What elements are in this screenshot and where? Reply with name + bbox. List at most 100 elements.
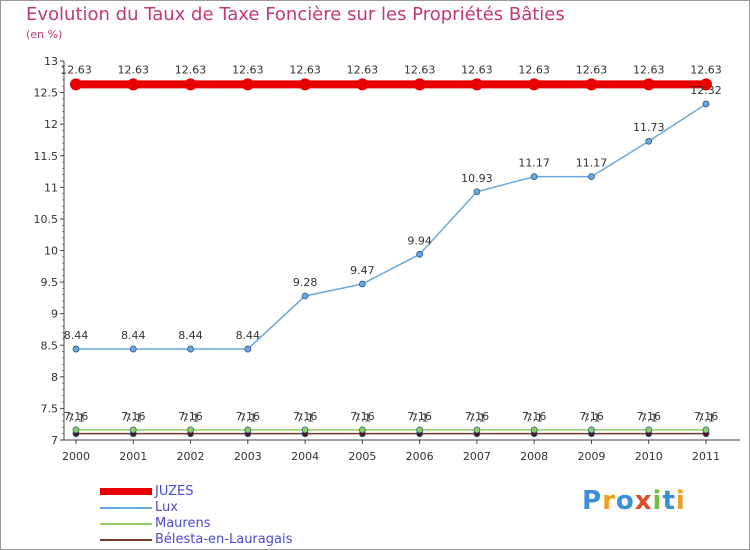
data-label-b-lesta-en-lauragais: 7.1 [125,412,143,425]
data-label-b-lesta-en-lauragais: 7.1 [296,412,314,425]
logo-letter: i [675,486,686,516]
point-maurens [702,426,710,434]
point-lux [358,280,366,288]
data-label-juzes: 12.63 [175,63,207,76]
data-label-b-lesta-en-lauragais: 7.1 [583,412,601,425]
x-tick-label: 2008 [520,450,548,463]
data-label-maurens: 7.16 [407,410,432,423]
data-label-b-lesta-en-lauragais: 7.1 [697,412,715,425]
point-juzes [127,78,140,91]
data-label-juzes: 12.63 [118,63,150,76]
point-juzes [700,78,712,91]
x-tick-label: 2002 [177,450,205,463]
series-line-lux [76,103,707,350]
data-label-maurens: 7.16 [121,410,146,423]
logo-letter: r [602,486,616,516]
point-maurens [244,426,252,434]
logo-letter: P [582,486,603,516]
point-maurens [301,426,309,434]
legend-swatch-belesta [100,539,152,541]
data-label-maurens: 7.16 [465,410,490,423]
point-lux [244,345,252,353]
x-tick-label: 2001 [119,450,147,463]
data-label-maurens: 7.16 [694,410,719,423]
point-lux [530,173,538,180]
point-maurens [473,426,481,434]
chart-unit: (en %) [26,28,63,41]
data-label-b-lesta-en-lauragais: 7.1 [640,412,658,425]
data-label-juzes: 12.63 [347,63,379,76]
logo-letter: i [652,486,663,516]
y-tick-label: 12 [44,118,58,131]
data-label-maurens: 7.16 [522,410,547,423]
y-tick-label: 12.5 [34,87,59,100]
x-tick-label: 2010 [635,450,663,463]
x-tick-label: 2006 [406,450,434,463]
point-lux [645,137,653,145]
point-juzes [470,78,483,91]
data-label-juzes: 12.63 [289,63,321,76]
point-juzes [356,78,369,91]
data-label-lux: 12.32 [690,84,722,97]
data-label-juzes: 12.63 [461,63,493,76]
point-juzes [413,78,426,91]
point-maurens [645,426,653,434]
point-juzes [241,78,254,91]
x-tick-label: 2000 [62,450,90,463]
point-lux [588,173,595,180]
point-lux [702,100,710,108]
data-label-b-lesta-en-lauragais: 7.1 [468,412,486,425]
legend-swatch-maurens [100,523,152,525]
legend-label-maurens: Maurens [155,516,211,531]
data-label-juzes: 12.63 [633,63,665,76]
x-tick-label: 2004 [291,450,319,463]
data-label-lux: 11.17 [576,157,608,170]
legend-label-juzes: JUZES [155,484,194,499]
point-maurens [588,426,595,434]
point-juzes [299,78,312,91]
data-label-maurens: 7.16 [64,410,89,423]
data-label-lux: 9.94 [407,234,432,247]
x-tick-label: 2011 [692,450,720,463]
data-label-juzes: 12.63 [404,63,436,76]
data-label-juzes: 12.63 [518,63,550,76]
data-label-lux: 9.28 [293,276,318,289]
data-label-maurens: 7.16 [636,410,661,423]
legend-label-belesta: Bélesta-en-Lauragais [155,532,293,547]
data-label-lux: 8.44 [64,329,89,342]
line-chart: 7 7.5 8 8.5 9 9.5 10 10.5 11 11.5 12 12.5 13 2000 2001… [34,55,740,463]
point-juzes [528,78,541,91]
x-tick-label: 2007 [463,450,491,463]
data-label-juzes: 12.63 [576,63,608,76]
y-tick-label: 8 [51,371,58,384]
data-label-b-lesta-en-lauragais: 7.1 [239,412,257,425]
data-label-b-lesta-en-lauragais: 7.1 [354,412,372,425]
logo-letter: t [662,486,676,516]
chart-title: Evolution du Taux de Taxe Foncière sur l… [26,4,565,25]
data-label-juzes: 12.63 [690,63,722,76]
data-label-b-lesta-en-lauragais: 7.1 [525,412,543,425]
point-lux [416,250,424,258]
data-label-maurens: 7.16 [579,410,604,423]
y-tick-label: 7 [51,434,58,447]
logo-letter: o [615,486,635,516]
point-lux [187,345,194,353]
data-label-lux: 11.17 [518,157,550,170]
point-maurens [187,426,194,434]
legend-swatch-lux [100,507,152,509]
point-lux [301,292,309,300]
point-lux [129,345,137,353]
point-juzes [184,78,197,91]
point-maurens [129,426,137,434]
data-label-lux: 10.93 [461,172,493,185]
data-label-lux: 8.44 [178,329,203,342]
x-tick-label: 2005 [348,450,376,463]
point-maurens [416,426,424,434]
y-tick-label: 13 [44,55,58,68]
data-label-b-lesta-en-lauragais: 7.1 [67,412,85,425]
y-tick-label: 11 [44,181,58,194]
data-label-lux: 8.44 [236,329,261,342]
data-label-juzes: 12.63 [60,63,92,76]
data-label-maurens: 7.16 [178,410,203,423]
